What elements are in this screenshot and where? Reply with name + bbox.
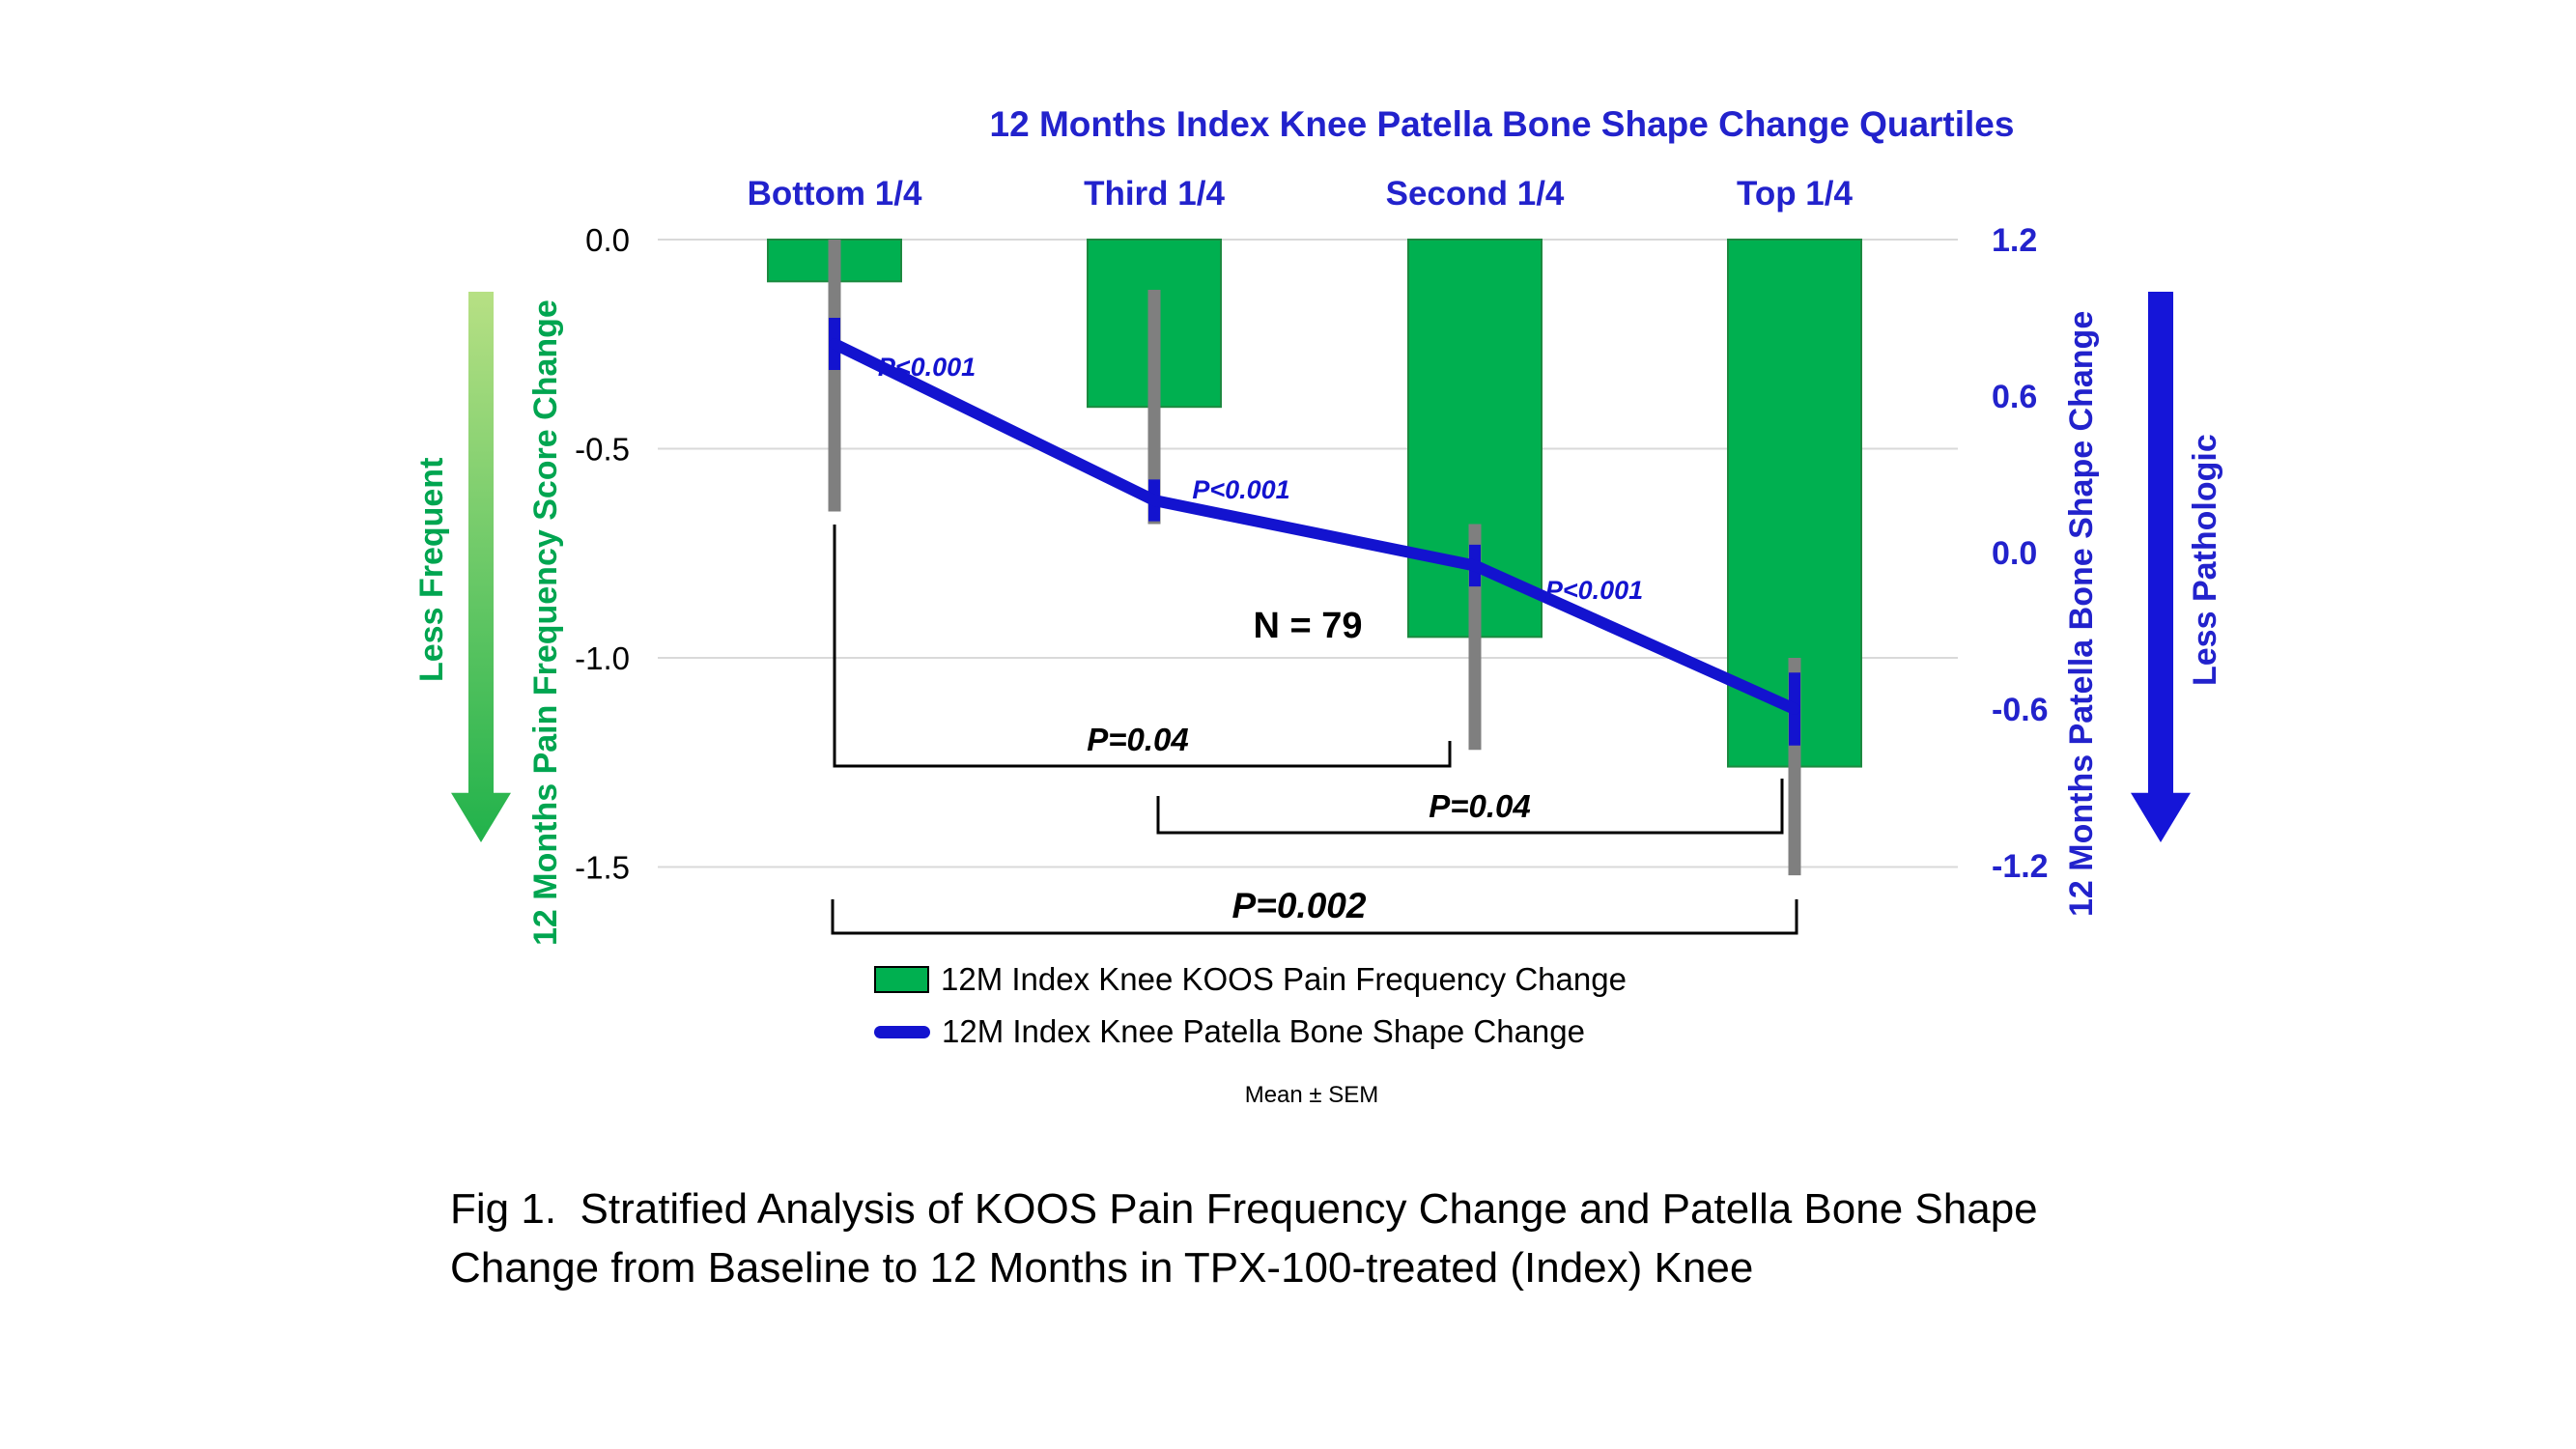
left-axis-tick: -0.5 bbox=[575, 432, 630, 468]
category-label: Second 1/4 bbox=[1386, 175, 1565, 213]
segment-pvalue: P<0.001 bbox=[1192, 475, 1289, 504]
comparison-bracket bbox=[831, 899, 1798, 935]
right-axis-tick: 1.2 bbox=[1992, 222, 2037, 259]
category-label: Bottom 1/4 bbox=[748, 175, 922, 213]
left-axis-tick: -1.5 bbox=[575, 850, 630, 886]
segment-pvalue: P<0.001 bbox=[1545, 576, 1643, 605]
less-frequent-label: Less Frequent bbox=[413, 457, 450, 683]
bone-shape-line bbox=[829, 338, 1800, 715]
left-axis-title: 12 Months Pain Frequency Score Change bbox=[527, 299, 564, 947]
legend-item-line: 12M Index Knee Patella Bone Shape Change bbox=[874, 1013, 1627, 1050]
right-axis-tick: -1.2 bbox=[1992, 848, 2049, 885]
legend: 12M Index Knee KOOS Pain Frequency Chang… bbox=[874, 961, 1627, 1050]
segment-pvalue: P<0.001 bbox=[878, 353, 976, 382]
right-axis-tick: 0.6 bbox=[1992, 379, 2037, 415]
right-axis-tick: 0.0 bbox=[1992, 535, 2037, 572]
sample-size: N = 79 bbox=[1253, 606, 1362, 646]
comparison-bracket bbox=[1156, 779, 1784, 835]
less-pathologic-label: Less Pathologic bbox=[2187, 434, 2223, 686]
left-axis-tick: 0.0 bbox=[585, 222, 630, 258]
bar-series-swatch-icon bbox=[874, 966, 929, 993]
category-label: Third 1/4 bbox=[1084, 175, 1225, 213]
legend-item-bars: 12M Index Knee KOOS Pain Frequency Chang… bbox=[874, 961, 1627, 998]
comparison-pvalue: P=0.002 bbox=[1232, 886, 1367, 925]
mean-sem-note: Mean ± SEM bbox=[1244, 1082, 1379, 1108]
comparison-pvalue: P=0.04 bbox=[1087, 722, 1189, 757]
legend-label-bars: 12M Index Knee KOOS Pain Frequency Chang… bbox=[941, 961, 1627, 997]
line-series-swatch-icon bbox=[874, 1025, 930, 1038]
comparison-pvalue: P=0.04 bbox=[1429, 788, 1531, 824]
legend-label-line: 12M Index Knee Patella Bone Shape Change bbox=[942, 1013, 1585, 1049]
category-label: Top 1/4 bbox=[1737, 175, 1853, 213]
right-axis-title: 12 Months Patella Bone Shape Change bbox=[2063, 310, 2100, 917]
comparison-bracket bbox=[833, 525, 1452, 768]
figure-caption: Fig 1. Stratified Analysis of KOOS Pain … bbox=[450, 1185, 2050, 1292]
left-axis-tick: -1.0 bbox=[575, 640, 630, 676]
right-axis-tick: -0.6 bbox=[1992, 692, 2049, 728]
chart-title: 12 Months Index Knee Patella Bone Shape … bbox=[989, 104, 2015, 144]
